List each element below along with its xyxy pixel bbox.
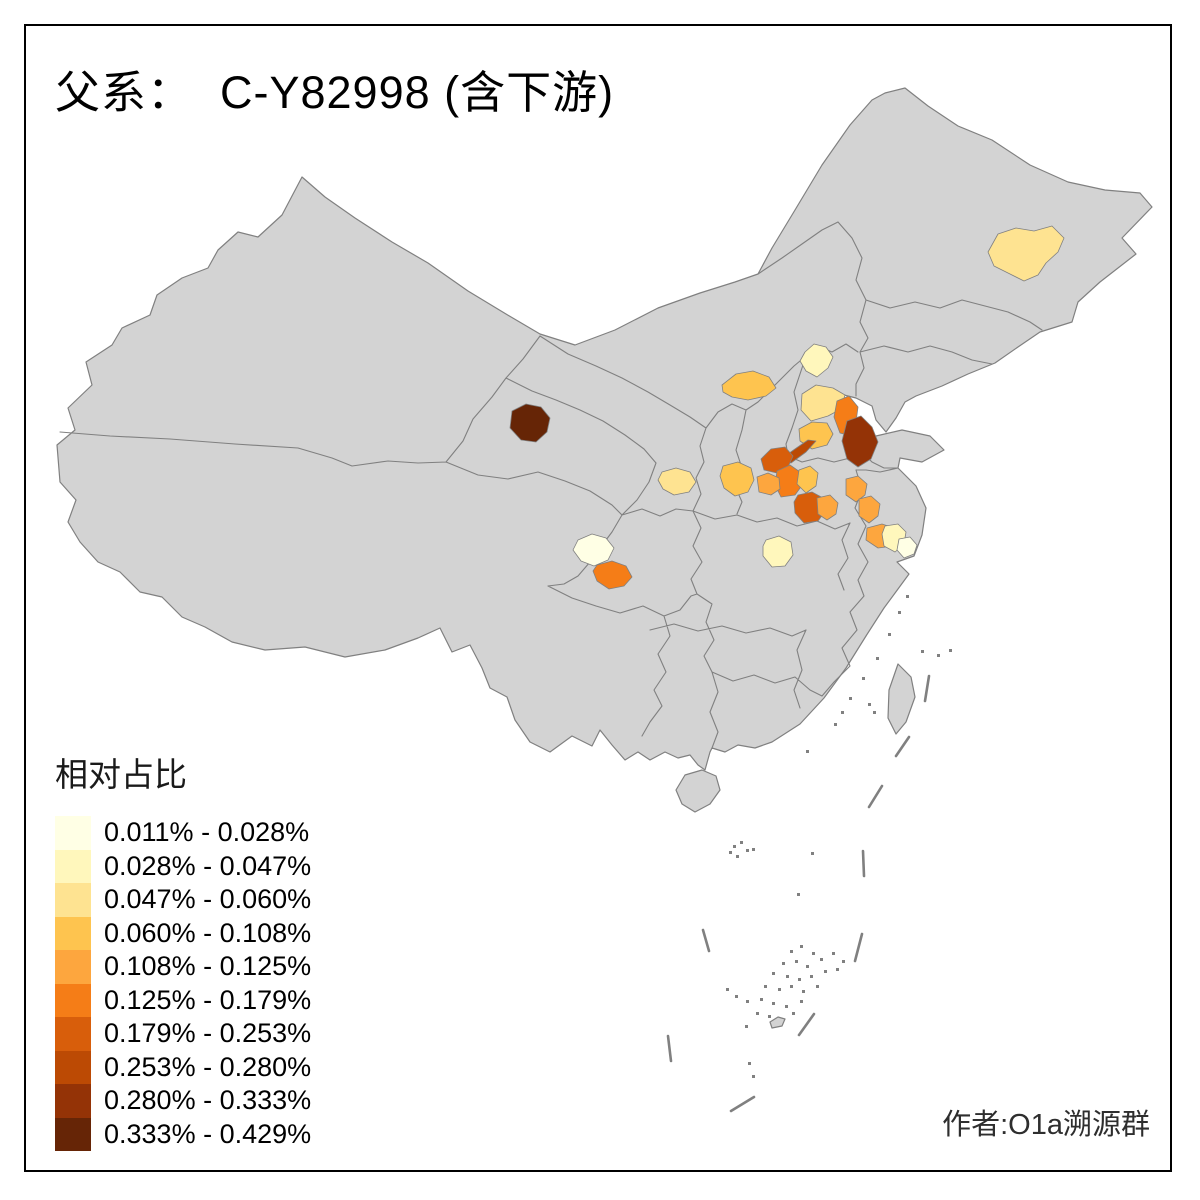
legend-label: 0.108% - 0.125% (104, 951, 312, 981)
region-northwest-henan (760, 446, 794, 474)
region-east-shandong (841, 415, 879, 468)
legend-swatch (55, 883, 91, 917)
region-east-shaanxi (719, 461, 755, 497)
region-west-henan (756, 472, 781, 496)
legend-label: 0.011% - 0.028% (104, 817, 310, 847)
region-hubei (762, 535, 794, 568)
legend-item: 0.011% - 0.028% (55, 816, 311, 850)
small-islands (726, 595, 952, 1078)
legend-swatch (55, 916, 91, 950)
author-credit: 作者:O1a溯源群 (942, 1109, 1150, 1141)
china-landmass (56, 87, 1153, 1113)
region-qinghai (509, 403, 551, 443)
legend-swatch (55, 983, 91, 1017)
nine-dash-line (666, 674, 931, 1113)
legend-item: 0.253% - 0.280% (55, 1050, 312, 1084)
region-east-henan (796, 465, 819, 494)
south-sea-island (769, 1016, 786, 1029)
legend-swatch (55, 950, 91, 984)
choropleth-regions (509, 225, 1065, 590)
region-north-shanxi (721, 370, 777, 401)
legend-swatch (55, 1050, 91, 1084)
legend-item: 0.108% - 0.125% (55, 950, 311, 984)
hainan-island (675, 769, 721, 813)
legend-swatch (55, 849, 91, 883)
legend-title: 相对占比 (55, 756, 187, 793)
legend-item: 0.125% - 0.179% (55, 983, 312, 1017)
page-title: 父系： C-Y82998 (含下游) (55, 67, 615, 118)
legend-label: 0.280% - 0.333% (104, 1085, 312, 1115)
legend-swatch (55, 1017, 91, 1051)
legend-label: 0.047% - 0.060% (104, 884, 312, 914)
legend: 相对占比 0.011% - 0.028% 0.028% - 0.047% 0.0… (55, 748, 311, 1151)
region-south-sichuan (592, 560, 633, 590)
legend-label: 0.125% - 0.179% (104, 984, 312, 1015)
region-north-jiangsu-1 (845, 475, 868, 503)
legend-label: 0.333% - 0.429% (104, 1118, 312, 1149)
legend-item: 0.060% - 0.108% (55, 916, 312, 950)
region-northeast (987, 225, 1065, 282)
legend-label: 0.179% - 0.253% (104, 1018, 312, 1048)
legend-swatch (55, 816, 91, 850)
region-southeast-henan (816, 494, 839, 521)
region-beijing (799, 343, 834, 378)
plot-frame (24, 24, 1172, 1172)
region-north-jiangsu-2 (858, 495, 881, 524)
legend-item: 0.333% - 0.429% (55, 1117, 312, 1151)
region-shanghai (896, 536, 918, 559)
legend-swatch (55, 1084, 91, 1118)
legend-item: 0.028% - 0.047% (55, 849, 312, 883)
legend-label: 0.028% - 0.047% (104, 850, 312, 881)
taiwan-island (887, 663, 916, 735)
legend-item: 0.047% - 0.060% (55, 883, 311, 917)
legend-label: 0.060% - 0.108% (104, 917, 312, 948)
legend-item: 0.179% - 0.253% (55, 1017, 311, 1051)
legend-swatch (55, 1117, 91, 1151)
region-chengdu (572, 533, 615, 567)
legend-label: 0.253% - 0.280% (104, 1051, 312, 1082)
legend-item: 0.280% - 0.333% (55, 1084, 311, 1118)
region-southwest-shanxi (657, 467, 697, 496)
